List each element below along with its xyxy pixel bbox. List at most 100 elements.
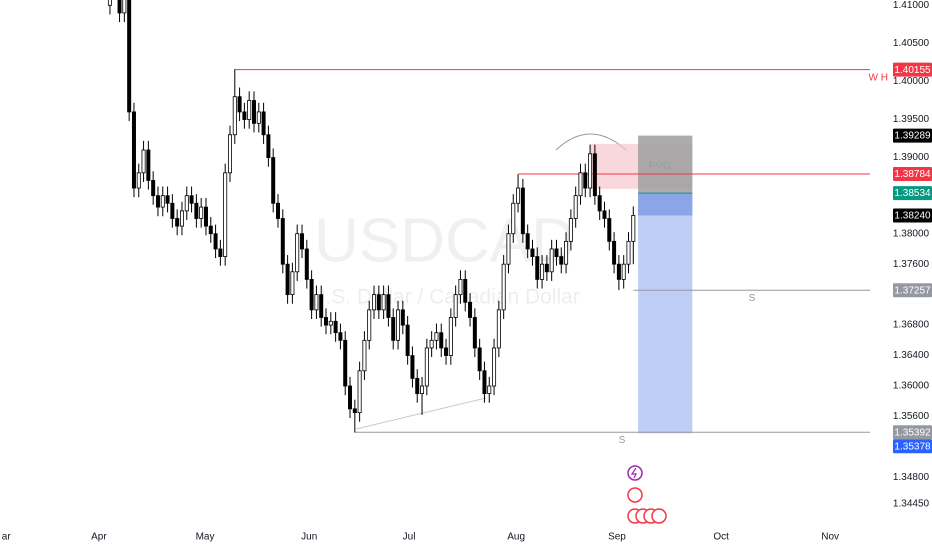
candle-body	[429, 339, 434, 349]
candle-body	[448, 317, 453, 356]
candle-body	[367, 309, 372, 341]
level-label: S	[749, 293, 756, 304]
candle-body	[578, 172, 583, 197]
candle-body	[463, 279, 468, 303]
y-tick-label: 1.40500	[893, 38, 930, 49]
y-tick-label: 1.34800	[893, 472, 930, 483]
candle-body	[607, 218, 612, 242]
candle-body	[213, 233, 218, 250]
x-tick-label: Sep	[608, 532, 626, 543]
candle-body	[189, 195, 194, 204]
candle-body	[333, 320, 338, 334]
price-tag-label: 1.40155	[894, 65, 931, 76]
price-tag-label: 1.35378	[894, 441, 931, 452]
price-tag	[893, 208, 932, 223]
watermark-description: U.S. Dollar / Canadian Dollar	[310, 286, 580, 309]
candle-body	[199, 206, 204, 219]
open-profit-zone	[638, 193, 693, 216]
candle-body	[487, 385, 492, 395]
candle-body	[535, 256, 540, 280]
y-tick-label: 1.36400	[893, 350, 930, 361]
candle-body	[117, 0, 122, 14]
price-tag	[893, 128, 932, 143]
candle-body	[568, 218, 573, 242]
candle-body	[237, 96, 242, 113]
candle-body	[151, 180, 156, 197]
y-tick-label: 1.34450	[893, 499, 930, 510]
price-tag	[893, 62, 932, 77]
y-tick-label: 1.39000	[893, 152, 930, 163]
candle-body	[357, 370, 362, 414]
candle-body	[348, 385, 353, 410]
candle-body	[458, 279, 463, 296]
candle-body	[343, 339, 348, 387]
candle-body	[218, 248, 223, 257]
plot-area: USDCAD U.S. Dollar / Canadian Dollar FVG…	[107, 0, 870, 446]
candle-body	[453, 294, 458, 318]
candle-body	[549, 248, 554, 273]
candle-body	[179, 210, 184, 227]
candle-body	[381, 294, 386, 311]
price-tag-label: 1.37257	[894, 285, 931, 296]
candle-body	[319, 294, 324, 318]
event-icon	[651, 508, 667, 524]
candle-body	[141, 149, 146, 174]
candle-body	[155, 195, 160, 208]
x-tick-label: Apr	[91, 532, 107, 543]
candle-body	[588, 153, 593, 189]
level-label: W H	[869, 72, 888, 83]
candle-body	[592, 153, 597, 197]
price-tag-label: 1.35392	[894, 427, 931, 438]
candle-body	[496, 309, 501, 349]
candle-body	[203, 206, 208, 227]
y-tick-label: 1.40000	[893, 76, 930, 87]
candle-body	[396, 309, 401, 341]
x-tick-label: Aug	[507, 532, 525, 543]
candle-body	[501, 263, 506, 311]
x-tick-label: May	[196, 532, 215, 543]
candle-body	[477, 347, 482, 372]
candle-body	[127, 0, 132, 113]
x-tick-label: Nov	[821, 532, 839, 543]
candle-body	[146, 149, 151, 181]
candle-body	[573, 195, 578, 219]
y-tick-label: 1.39500	[893, 114, 930, 125]
target-zone	[638, 193, 693, 434]
candle-body	[386, 294, 391, 318]
candle-body	[444, 347, 449, 356]
candle-body	[194, 202, 199, 219]
candle-body	[415, 377, 420, 395]
candle-body	[271, 157, 276, 204]
y-tick-label: 1.35600	[893, 411, 930, 422]
candle-body	[405, 324, 410, 356]
candle-body	[266, 134, 271, 158]
candle-body	[376, 294, 381, 311]
candle-body	[165, 195, 170, 204]
price-tag-label: 1.39289	[894, 131, 931, 142]
x-tick-label: Jul	[403, 532, 416, 543]
candle-body	[160, 195, 165, 208]
candle-body	[472, 317, 477, 349]
x-tick-label: Oct	[713, 532, 729, 543]
candle-body	[540, 263, 545, 280]
y-tick-label: 1.38000	[893, 228, 930, 239]
candle-body	[184, 195, 189, 212]
event-icon-bolt	[630, 467, 637, 479]
candle-body	[525, 233, 530, 250]
candle-body	[439, 332, 444, 349]
candle-body	[631, 215, 636, 242]
candle-body	[136, 172, 141, 189]
candle-body	[564, 240, 569, 265]
candle-body	[314, 294, 319, 311]
candle-body	[372, 294, 377, 311]
candle-body	[583, 172, 588, 189]
candle-body	[616, 263, 621, 280]
candle-body	[295, 233, 300, 273]
candle-body	[309, 279, 314, 311]
candle-body	[482, 370, 487, 395]
event-icons	[627, 465, 667, 524]
x-tick-label: Jun	[301, 532, 317, 543]
price-tag	[893, 439, 932, 454]
candle-body	[511, 202, 516, 235]
price-tag-label: 1.38240	[894, 211, 931, 222]
